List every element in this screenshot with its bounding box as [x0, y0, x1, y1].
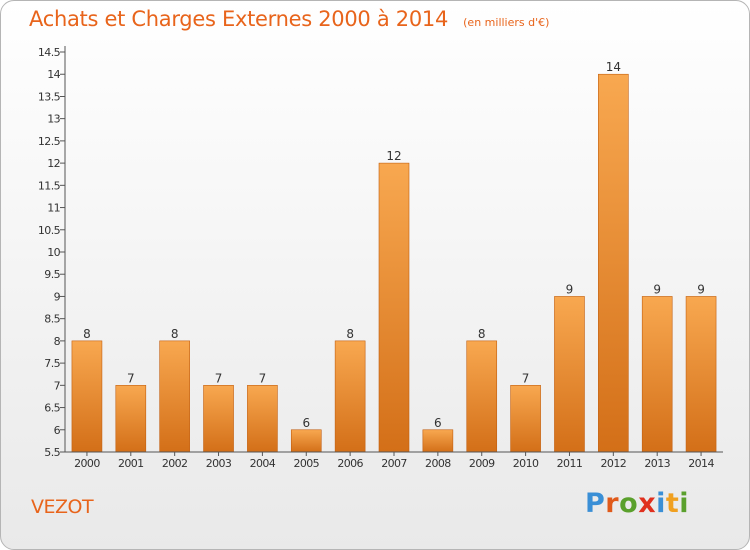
- bar-2013: [641, 296, 673, 453]
- proxiti-logo: Proxiti: [585, 488, 689, 519]
- bar-2004: [247, 385, 278, 453]
- y-tick-label: 11.5: [38, 179, 61, 192]
- bar-2006: [334, 340, 366, 453]
- y-tick-label: 8.5: [44, 313, 60, 326]
- x-tick-label: 2006: [337, 457, 363, 470]
- y-axis: 5.5 6 6.5 7 7.5 8 8.5 9 9.5 10 10.5 11 11.5 12 12.5 13 1…: [38, 46, 66, 459]
- x-tick-label: 2009: [469, 457, 495, 470]
- y-tick-label: 9.5: [44, 268, 60, 281]
- y-tick-label: 11: [47, 202, 60, 215]
- data-label-2006: 8: [346, 327, 354, 341]
- data-label-2008: 6: [434, 416, 442, 430]
- x-tick-label: 2010: [513, 457, 539, 470]
- bar-2002: [159, 340, 190, 453]
- y-tick-label: 6.5: [44, 402, 60, 415]
- chart-title: Achats et Charges Externes 2000 à 2014: [29, 7, 449, 31]
- y-tick-label: 6: [54, 424, 61, 437]
- data-label-2014: 9: [697, 282, 705, 296]
- brand-letter: o: [619, 488, 639, 519]
- x-tick-label: 2008: [425, 457, 451, 470]
- y-tick-label: 13.5: [38, 90, 61, 103]
- x-tick-label: 2007: [381, 457, 407, 470]
- y-tick-label: 13: [47, 113, 60, 126]
- data-label-2004: 7: [259, 371, 267, 385]
- bar-2003: [203, 385, 234, 453]
- bar-2008: [422, 429, 454, 453]
- data-label-2005: 6: [302, 416, 310, 430]
- x-tick-label: 2005: [293, 457, 319, 470]
- bar-2001: [115, 385, 147, 453]
- data-label-2011: 9: [566, 282, 574, 296]
- y-tick-label: 7.5: [44, 357, 60, 370]
- bar-2005: [290, 429, 322, 453]
- x-tick-label: 2001: [118, 457, 144, 470]
- x-tick-label: 2003: [206, 457, 232, 470]
- data-label-2010: 7: [522, 371, 530, 385]
- y-tick-label: 12.5: [38, 135, 61, 148]
- brand-letter: i: [679, 488, 690, 519]
- y-tick-label: 12: [47, 157, 60, 170]
- data-label-2012: 14: [606, 60, 621, 74]
- x-tick-label: 2013: [644, 457, 670, 470]
- brand-letter: x: [638, 488, 657, 519]
- x-tick-label: 2002: [162, 457, 188, 470]
- chart-subtitle: (en milliers d'€): [463, 16, 550, 29]
- x-tick-label: 2004: [250, 457, 276, 470]
- y-tick-label: 10.5: [38, 224, 61, 237]
- y-tick-label: 14.5: [38, 46, 61, 59]
- brand-letter: i: [656, 488, 666, 519]
- y-tick-label: 8: [54, 335, 61, 348]
- data-label-2001: 7: [127, 371, 135, 385]
- brand-letter: r: [605, 488, 620, 519]
- bar-2000: [71, 340, 103, 453]
- brand-letter: t: [665, 488, 680, 519]
- data-label-2007: 12: [386, 149, 401, 163]
- y-tick-label: 5.5: [44, 446, 60, 459]
- brand-letter: P: [585, 488, 606, 519]
- bars-group: 8 7 8 7 7 6 8 12 6 8 7 9 14 9 9: [71, 60, 717, 453]
- x-tick-label: 2012: [601, 457, 627, 470]
- x-axis: 2000 2001 2002 2003 2004 2005 2006 2007 2008 2009…: [65, 451, 723, 470]
- bar-2009: [466, 340, 498, 453]
- y-tick-label: 10: [47, 246, 60, 259]
- x-tick-label: 2000: [74, 457, 100, 470]
- bar-2007: [378, 162, 410, 453]
- bar-2014: [685, 296, 717, 453]
- bar-2012: [598, 73, 629, 453]
- bar-2011: [554, 296, 585, 453]
- y-tick-label: 14: [47, 68, 60, 81]
- bar-2010: [510, 385, 541, 453]
- data-label-2002: 8: [171, 327, 179, 341]
- y-tick-label: 7: [54, 379, 61, 392]
- data-label-2000: 8: [83, 327, 91, 341]
- y-tick-label: 9: [54, 290, 61, 303]
- x-tick-label: 2014: [688, 457, 714, 470]
- x-tick-label: 2011: [557, 457, 583, 470]
- data-label-2009: 8: [478, 327, 486, 341]
- data-label-2003: 7: [215, 371, 223, 385]
- data-label-2013: 9: [653, 282, 661, 296]
- chart-header: Achats et Charges Externes 2000 à 2014 (…: [29, 7, 549, 31]
- commune-name: VEZOT: [31, 496, 94, 518]
